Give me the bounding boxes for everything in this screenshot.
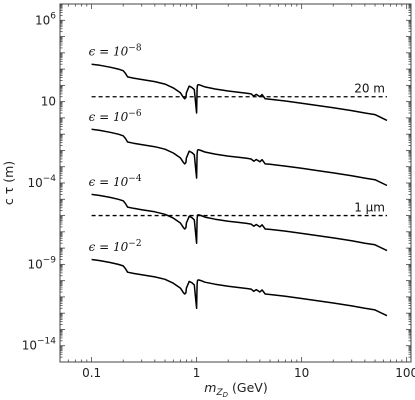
y-tick-label: 106 — [35, 11, 56, 27]
epsilon-annotations: ϵ = 10−8 ϵ = 10−6 ϵ = 10−4 ϵ = 10−2 — [89, 44, 142, 254]
lifetime-curve — [91, 63, 388, 122]
lifetime-curve — [91, 193, 388, 252]
reference-line-label: 20 m — [354, 82, 385, 96]
epsilon-label: ϵ = 10−8 — [89, 44, 142, 59]
axis-ticks: 0.1 1 10 100 106 10 10−4 10−9 10−14 — [22, 4, 415, 380]
reference-line-label: 1 μm — [354, 201, 385, 215]
epsilon-label: ϵ = 10−4 — [89, 174, 142, 189]
x-tick-label: 0.1 — [82, 366, 101, 380]
y-axis-title: c τ (m) — [1, 161, 16, 205]
epsilon-label: ϵ = 10−2 — [89, 239, 142, 254]
y-tick-label: 10−4 — [27, 174, 56, 190]
x-tick-label: 100 — [395, 366, 415, 380]
x-axis-title: mZD (GeV) — [204, 380, 267, 399]
y-tick-label: 10−9 — [27, 255, 56, 271]
x-tick-label: 1 — [193, 366, 201, 380]
reference-lines: 20 m 1 μm — [91, 82, 388, 217]
lifetime-curves — [91, 63, 388, 317]
epsilon-label: ϵ = 10−6 — [89, 109, 142, 124]
x-tick-label: 10 — [294, 366, 309, 380]
y-tick-label: 10 — [41, 95, 56, 109]
lifetime-curve — [91, 258, 388, 317]
y-tick-label: 10−14 — [22, 337, 57, 353]
lifetime-curve — [91, 128, 388, 187]
